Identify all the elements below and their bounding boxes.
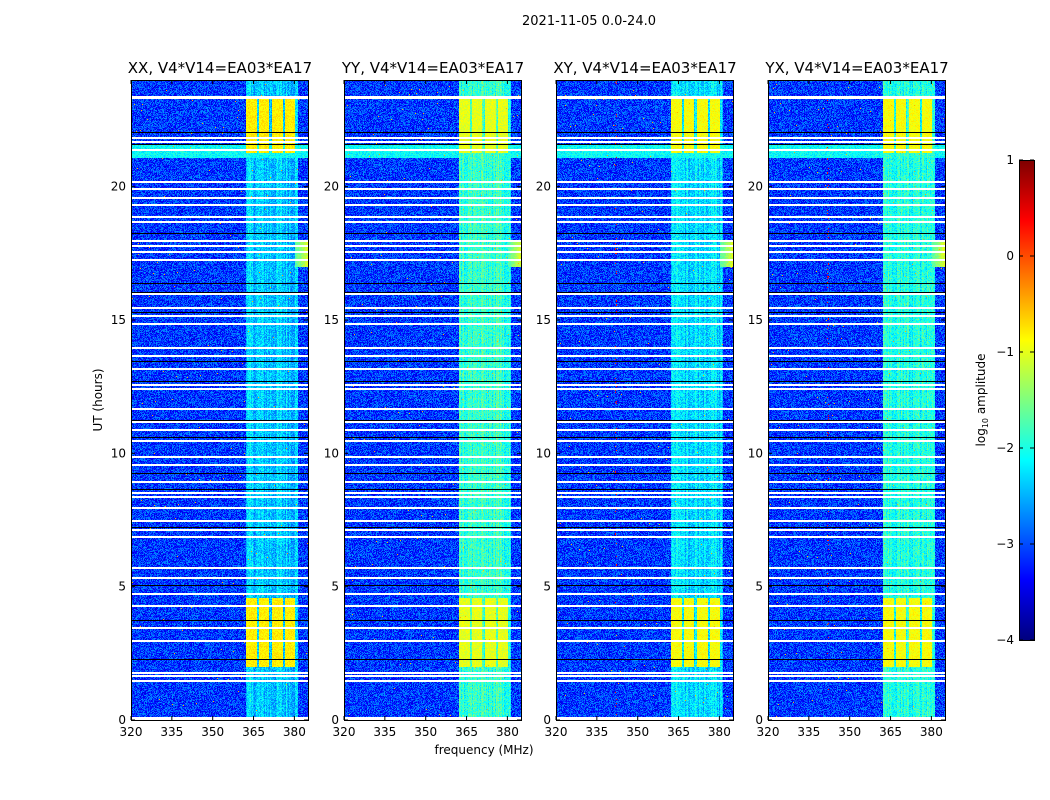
x-tick-label: 335 [797,725,820,739]
x-tick-label: 350 [626,725,649,739]
y-axis-label: UT (hours) [91,368,105,432]
panel-frame [768,80,946,721]
panel-title-yx: YX, V4*V14=EA03*EA17 [765,59,949,77]
x-tick-label: 335 [585,725,608,739]
y-tick-label: 0 [331,713,339,727]
x-tick-label: 365 [455,725,478,739]
colorbar-tick-label: 1 [1006,153,1014,167]
x-tick-label: 380 [920,725,943,739]
heatmap-yx [768,80,945,720]
colorbar-label: log10 amplitude [974,354,990,447]
y-tick-label: 5 [331,580,339,594]
y-tick-label: 0 [755,713,763,727]
y-tick-label: 5 [543,580,551,594]
y-tick-label: 5 [118,580,126,594]
colorbar [1019,160,1034,640]
colorbar-label-log: log [973,428,988,447]
heatmap-xy [556,80,733,720]
y-tick-label: 20 [111,180,126,194]
colorbar-tick-label: −2 [996,441,1014,455]
x-tick-label: 350 [838,725,861,739]
y-tick-label: 20 [536,180,551,194]
x-tick-label: 320 [120,725,143,739]
x-tick-label: 320 [545,725,568,739]
x-tick-label: 350 [414,725,437,739]
panel-frame [344,80,522,721]
heatmap-xx [131,80,308,720]
colorbar-label-amplitude: amplitude [973,353,988,418]
panel-title-xx: XX, V4*V14=EA03*EA17 [127,59,313,77]
y-tick-label: 0 [118,713,126,727]
x-tick-label: 365 [667,725,690,739]
x-axis-label: frequency (MHz) [434,743,534,757]
y-tick-label: 15 [536,313,551,327]
x-tick-label: 365 [242,725,265,739]
y-tick-label: 15 [324,313,339,327]
colorbar-frame [1019,160,1035,641]
panel-frame [131,80,309,721]
y-tick-label: 15 [748,313,763,327]
x-tick-label: 335 [160,725,183,739]
x-tick-label: 365 [879,725,902,739]
y-tick-label: 20 [324,180,339,194]
colorbar-tick-label: −3 [996,537,1014,551]
colorbar-tick-label: −4 [996,633,1014,647]
y-tick-label: 5 [755,580,763,594]
x-tick-label: 380 [496,725,519,739]
x-tick-label: 320 [757,725,780,739]
panel-frame [556,80,734,721]
x-tick-label: 335 [373,725,396,739]
y-tick-label: 20 [748,180,763,194]
y-tick-label: 10 [111,446,126,460]
panel-title-yy: YY, V4*V14=EA03*EA17 [341,59,525,77]
colorbar-tick-label: 0 [1006,249,1014,263]
figure-title: 2021-11-05 0.0-24.0 [522,14,656,29]
y-tick-label: 10 [324,446,339,460]
x-tick-label: 380 [283,725,306,739]
x-tick-label: 380 [708,725,731,739]
panel-title-xy: XY, V4*V14=EA03*EA17 [553,59,737,77]
colorbar-tick-label: −1 [996,345,1014,359]
y-tick-label: 10 [748,446,763,460]
x-tick-label: 350 [201,725,224,739]
x-tick-label: 320 [333,725,356,739]
heatmap-yy [344,80,521,720]
y-tick-label: 15 [111,313,126,327]
y-tick-label: 0 [543,713,551,727]
y-tick-label: 10 [536,446,551,460]
colorbar-label-sub: 10 [981,417,991,429]
